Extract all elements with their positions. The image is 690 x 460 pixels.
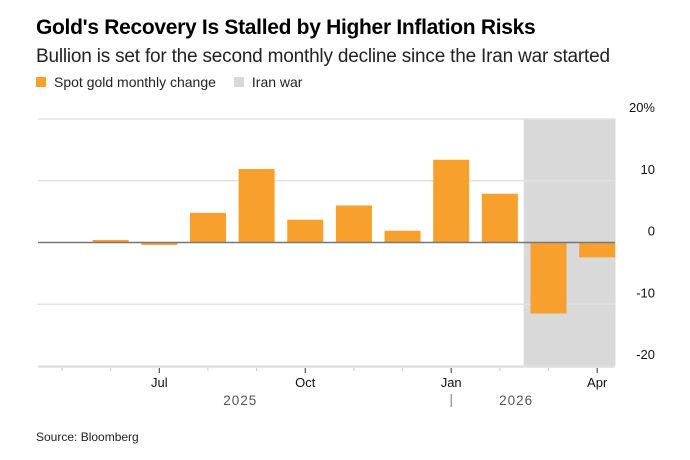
bar (579, 242, 616, 258)
bar (141, 242, 178, 245)
legend: Spot gold monthly change Iran war (36, 74, 320, 90)
y-tick-label: -10 (636, 285, 655, 300)
legend-item-iran-war: Iran war (233, 74, 303, 90)
bar (530, 242, 567, 314)
x-tick-label: Jul (151, 375, 168, 390)
bar (189, 212, 226, 243)
year-label: 2026 (499, 393, 533, 408)
year-label: 2025 (223, 393, 257, 408)
chart-subtitle: Bullion is set for the second monthly de… (36, 46, 610, 67)
bar (92, 240, 129, 243)
source-note: Source: Bloomberg (36, 430, 139, 444)
x-tick-label: Apr (587, 375, 608, 390)
legend-label-iran-war: Iran war (251, 74, 303, 90)
bar (384, 230, 421, 243)
y-tick-label: -20 (636, 347, 655, 362)
chart-title: Gold's Recovery Is Stalled by Higher Inf… (36, 16, 536, 39)
bar (287, 219, 324, 243)
legend-label-spot-gold: Spot gold monthly change (54, 74, 216, 90)
bar (481, 193, 518, 243)
bar (335, 205, 372, 243)
bar (238, 169, 275, 243)
legend-swatch-iran-war (233, 77, 244, 87)
legend-item-spot-gold: Spot gold monthly change (36, 74, 216, 90)
y-tick-label: 10 (641, 162, 655, 177)
x-tick-label: Jan (441, 375, 462, 390)
y-tick-label: 20% (629, 100, 655, 115)
x-tick-label: Oct (295, 375, 316, 390)
y-tick-label: 0 (648, 224, 655, 239)
legend-swatch-spot-gold (36, 77, 46, 87)
bar (433, 159, 470, 243)
